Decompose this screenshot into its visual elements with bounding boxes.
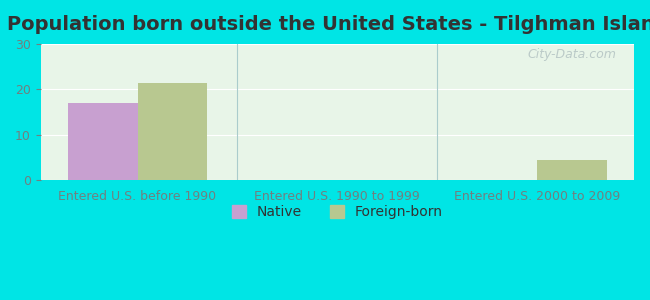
Bar xyxy=(68,103,138,180)
Title: Population born outside the United States - Tilghman Island: Population born outside the United State… xyxy=(6,15,650,34)
Bar xyxy=(138,82,207,180)
Bar xyxy=(537,160,607,180)
Text: City-Data.com: City-Data.com xyxy=(527,48,616,61)
Legend: Native, Foreign-born: Native, Foreign-born xyxy=(226,200,448,225)
